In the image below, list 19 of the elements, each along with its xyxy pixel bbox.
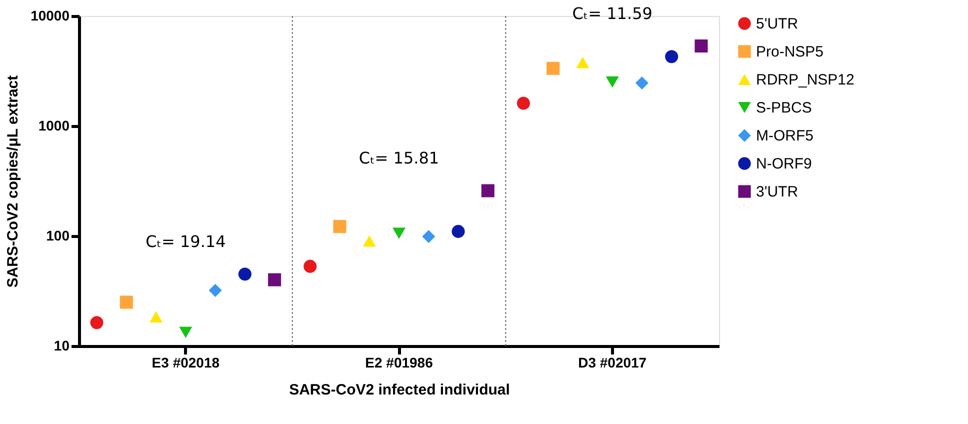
legend-label: RDRP_NSP12 — [756, 72, 854, 88]
annotation: Cₜ= 19.14 — [146, 232, 226, 252]
y-tick-label: 10 — [54, 338, 70, 354]
legend-label: N-ORF9 — [756, 156, 812, 172]
legend-label: 5'UTR — [756, 16, 798, 32]
legend-label: Pro-NSP5 — [756, 44, 824, 60]
y-tick-label: 100 — [46, 228, 70, 244]
annotation: Cₜ= 15.81 — [358, 148, 440, 168]
x-axis-title: SARS-CoV2 infected individual — [289, 382, 510, 398]
legend-label: 3'UTR — [756, 184, 798, 200]
x-tick-label: E3 #02018 — [152, 354, 220, 370]
y-axis-title: SARS-CoV2 copies/μL extract — [4, 75, 22, 288]
x-tick-label: D3 #02017 — [578, 354, 647, 370]
y-tick-label: 1000 — [38, 118, 70, 134]
x-tick-label: E2 #01986 — [365, 354, 434, 370]
legend-label: S-PBCS — [756, 100, 812, 116]
legend-label: M-ORF5 — [756, 128, 814, 144]
annotation: Cₜ= 11.59 — [572, 4, 652, 23]
y-tick-label: 10000 — [30, 8, 70, 24]
